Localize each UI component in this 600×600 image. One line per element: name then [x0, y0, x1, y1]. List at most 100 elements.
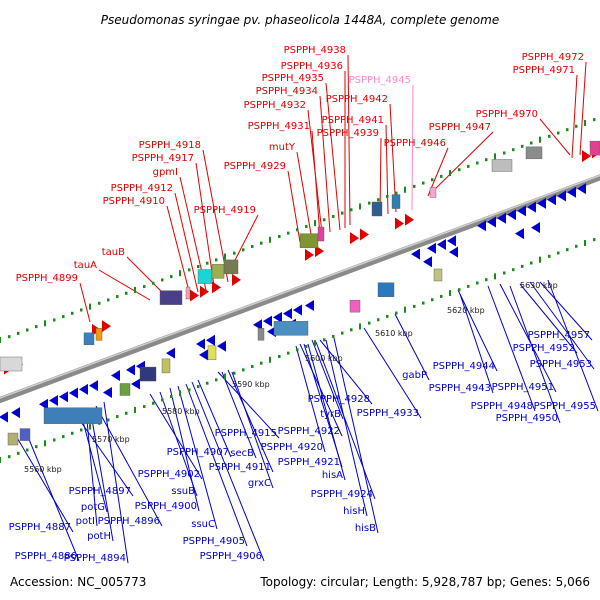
gene-label: secB	[230, 448, 254, 459]
reverse-gene-arrow	[69, 387, 78, 399]
tick-mark	[134, 286, 136, 293]
callout-line	[159, 391, 198, 497]
tick-mark	[17, 331, 20, 335]
kbp-mark-label: 5560 kbp	[24, 465, 62, 474]
tick-mark	[584, 239, 586, 246]
reverse-gene-arrow	[537, 197, 546, 209]
gene-label: PSPPH_4912	[111, 183, 173, 194]
callout-line	[319, 95, 331, 233]
gene-label: PSPPH_4971	[513, 65, 575, 76]
tick-mark	[152, 401, 155, 405]
tick-mark	[377, 318, 380, 322]
reverse-gene-arrow	[206, 334, 215, 346]
callout-line	[195, 162, 215, 287]
gene-label: PSPPH_4936	[281, 61, 343, 72]
gene-label: PSPPH_4924	[311, 489, 373, 500]
tick-mark	[386, 194, 389, 198]
tick-mark	[242, 368, 245, 372]
callout-line	[315, 341, 376, 500]
tick-mark	[242, 248, 245, 252]
tick-mark	[494, 273, 496, 280]
gene-block-olive	[211, 264, 225, 279]
callout-line	[89, 407, 114, 542]
gene-label: ssuC	[191, 519, 215, 530]
gene-label: hisB	[355, 523, 376, 534]
gene-label: PSPPH_4943	[429, 383, 491, 394]
forward-gene-arrow	[200, 285, 209, 298]
tick-mark	[503, 151, 506, 155]
forward-gene-arrow	[232, 273, 241, 286]
tick-mark	[260, 361, 263, 365]
gene-block-blue-mid	[19, 428, 31, 441]
gene-block-pink	[185, 286, 191, 300]
backbone-highlight	[0, 174, 600, 399]
gene-block-khaki-small	[161, 358, 171, 374]
gene-label: gabP	[402, 370, 427, 381]
callout-line	[295, 345, 326, 453]
gene-block-khaki-mid	[433, 268, 443, 282]
tick-mark	[260, 241, 263, 245]
tick-mark	[125, 411, 128, 415]
tick-mark	[305, 344, 308, 348]
reverse-gene-arrow	[273, 311, 282, 323]
gene-label: PSPPH_4951	[492, 382, 554, 393]
forward-gene-arrow	[315, 245, 324, 258]
tick-mark	[53, 438, 56, 442]
kbp-mark-label: 5590 kbp	[232, 380, 270, 389]
tick-marks	[0, 118, 596, 463]
tick-mark	[188, 388, 191, 392]
tick-mark	[368, 321, 371, 325]
callout-line	[166, 205, 191, 296]
callout-line	[25, 431, 80, 562]
reverse-gene-arrow	[437, 239, 446, 251]
gene-label: PSPPH_4896	[98, 516, 160, 527]
gene-block-grey-dark	[525, 146, 543, 160]
tick-mark	[458, 168, 461, 172]
tick-mark	[422, 181, 425, 185]
reverse-gene-arrow	[79, 383, 88, 395]
tick-mark	[359, 323, 361, 330]
gene-label: PSPPH_4897	[69, 486, 131, 497]
reverse-gene-arrow	[531, 222, 540, 234]
gene-label: PSPPH_4955	[534, 401, 596, 412]
kbp-mark-label: 5570 kbp	[92, 435, 130, 444]
reverse-gene-arrow	[567, 186, 576, 198]
reverse-gene-arrow	[515, 228, 524, 240]
tick-mark	[53, 318, 56, 322]
tick-mark	[323, 218, 326, 222]
tick-mark	[314, 220, 316, 227]
callout-line	[79, 409, 108, 513]
gene-label: PSPPH_4919	[194, 205, 256, 216]
tick-mark	[539, 256, 541, 263]
gene-label: PSPPH_4905	[183, 536, 245, 547]
tick-mark	[26, 328, 29, 332]
kbp-mark-label: 5580 kbp	[162, 407, 200, 416]
tick-mark	[224, 373, 226, 380]
tick-mark	[494, 153, 496, 160]
tick-mark	[521, 144, 524, 148]
gene-label: PSPPH_4928	[308, 394, 370, 405]
callout-line	[311, 130, 321, 237]
reverse-gene-arrow	[253, 319, 262, 331]
callout-line	[579, 61, 587, 156]
reverse-gene-arrow	[577, 183, 586, 195]
forward-gene-arrow	[190, 289, 199, 302]
tick-mark	[80, 428, 83, 432]
gene-label: PSPPH_4935	[262, 73, 324, 84]
gene-label: PSPPH_4929	[224, 161, 286, 172]
gene-block-blue	[83, 332, 95, 346]
gene-label: PSPPH_4946	[384, 138, 446, 149]
reverse-gene-arrow	[427, 242, 436, 254]
callout-line	[333, 337, 379, 534]
callout-line	[385, 124, 389, 215]
callout-line	[85, 409, 98, 527]
tick-mark	[89, 423, 91, 430]
tick-mark	[440, 174, 443, 178]
tick-mark	[71, 431, 74, 435]
genome-summary-text: Topology: circular; Length: 5,928,787 bp…	[259, 575, 590, 589]
gene-block-magenta-end	[589, 140, 600, 156]
gene-label: PSPPH_4911	[209, 462, 271, 473]
gene-label: PSPPH_4952	[513, 343, 575, 354]
gene-label: PSPPH_4957	[528, 330, 590, 341]
callout-line	[231, 371, 274, 489]
